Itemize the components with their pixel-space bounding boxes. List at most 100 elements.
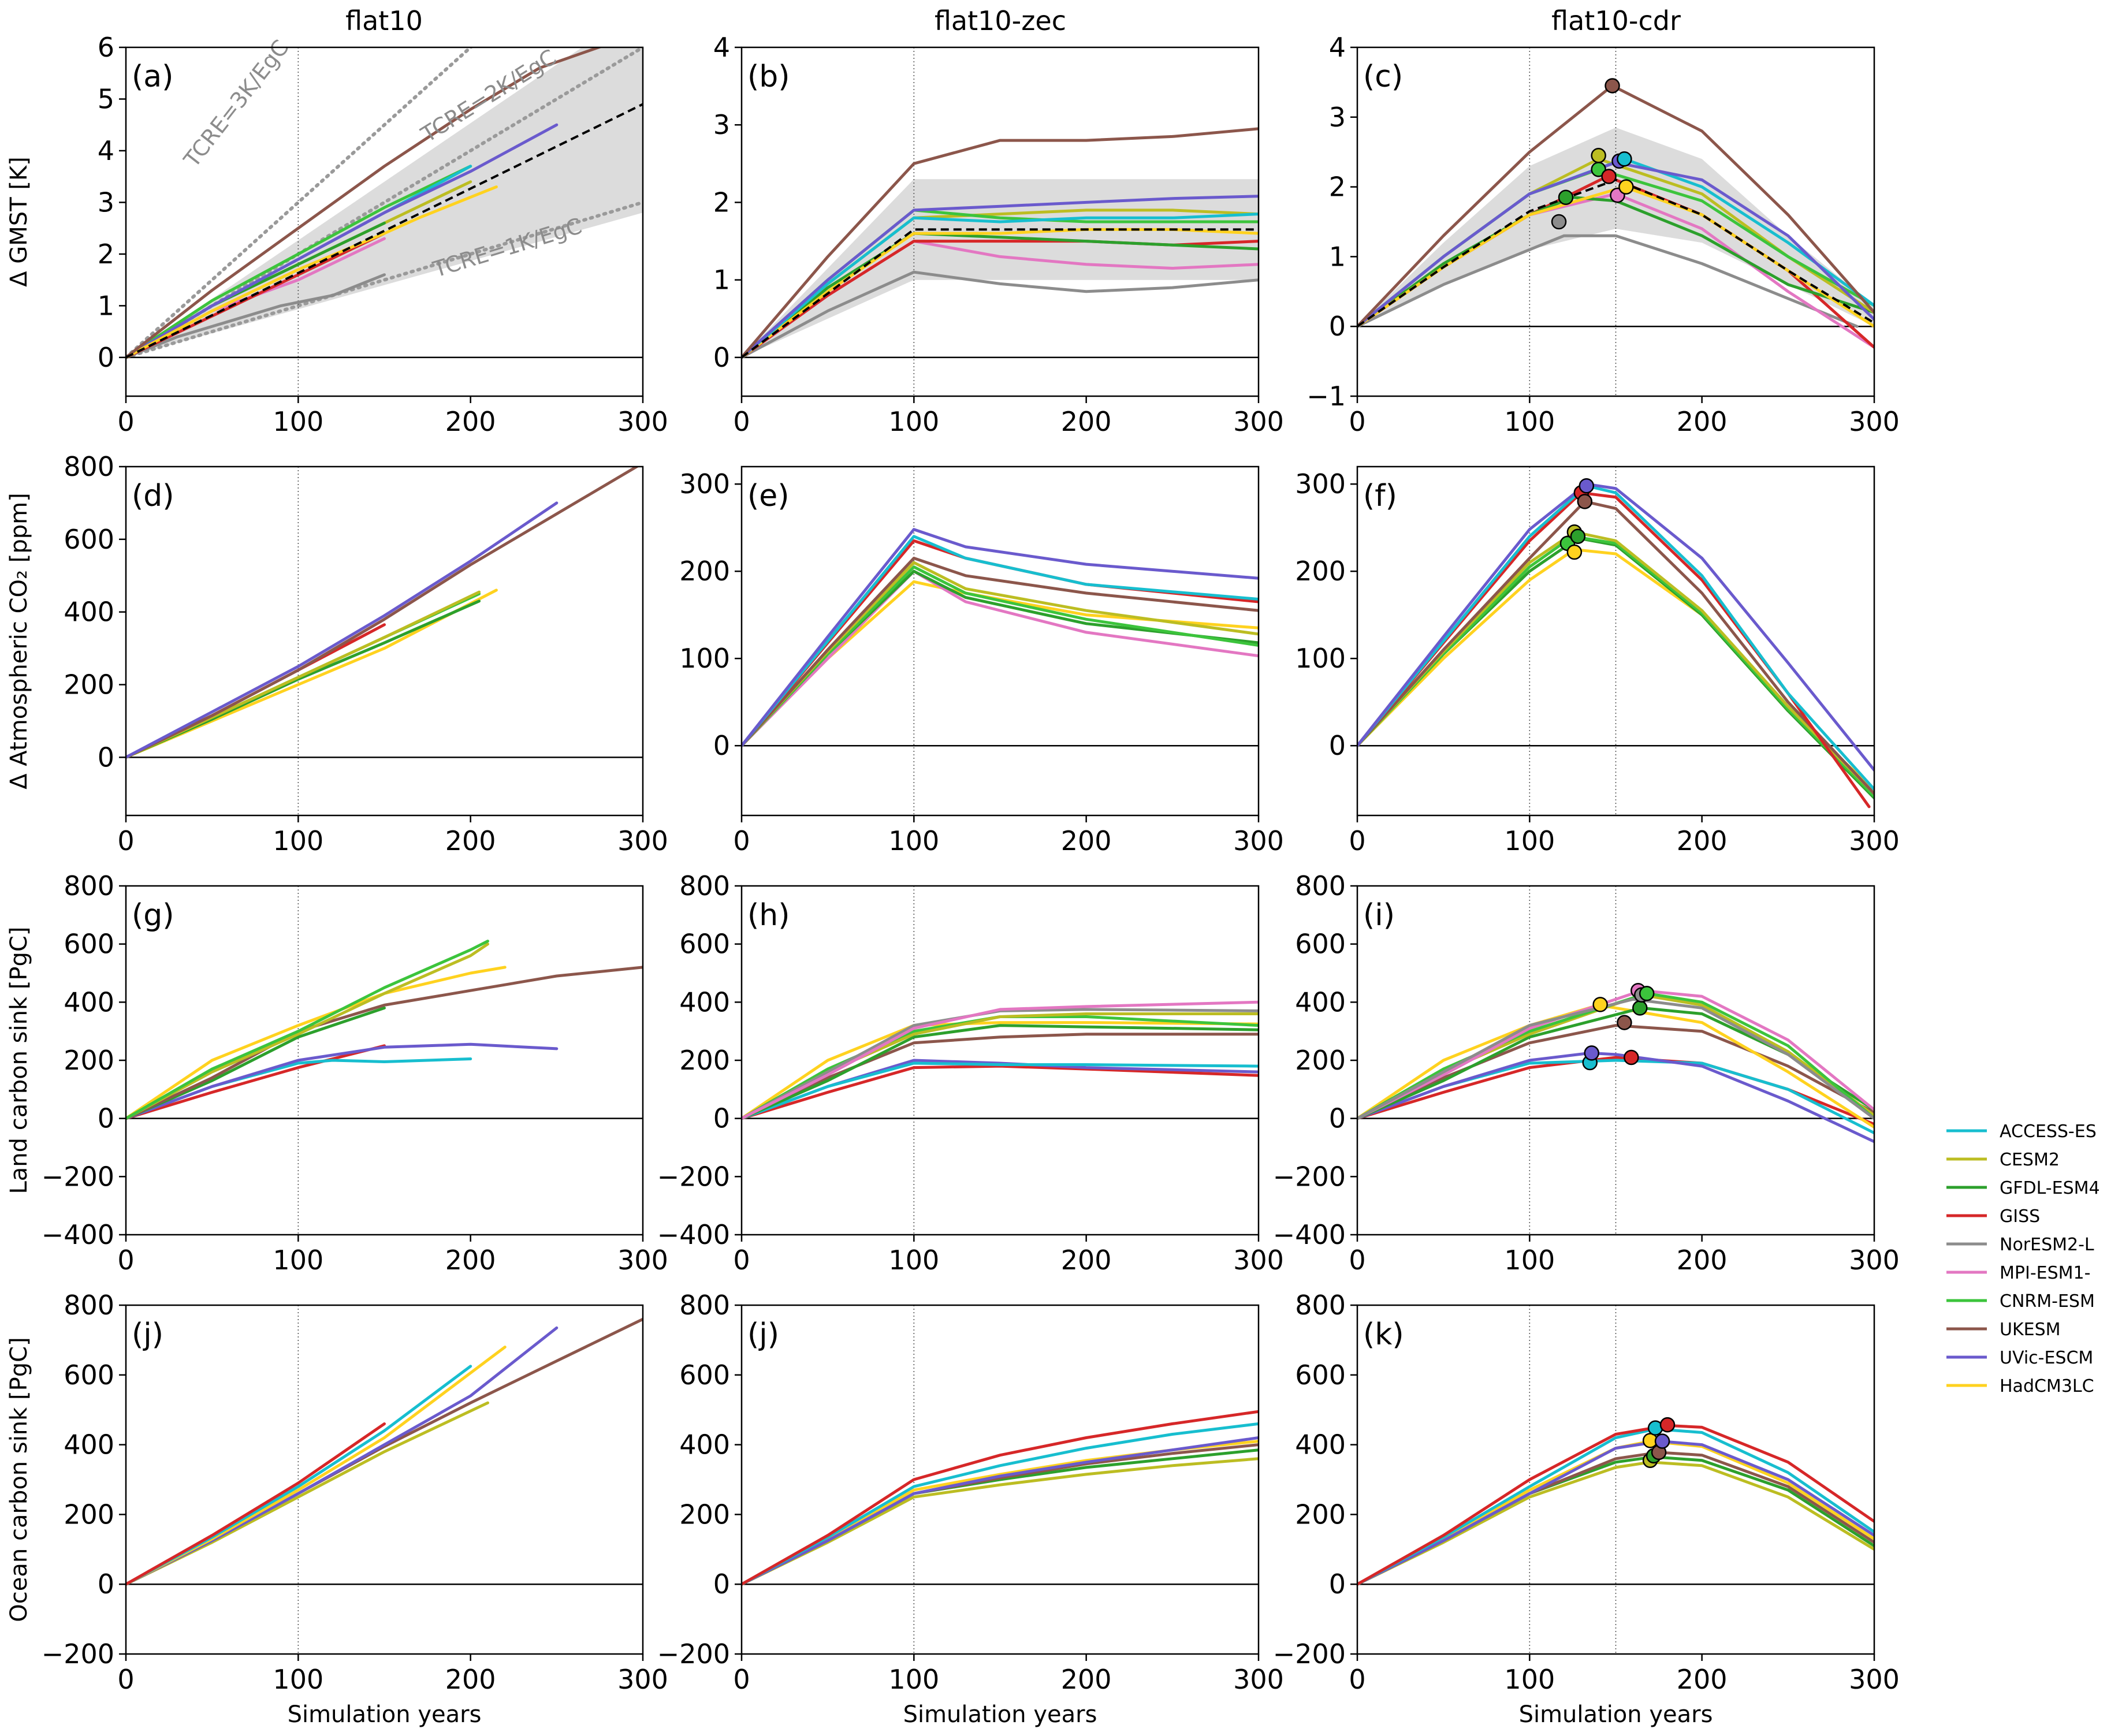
y-tick-label: 3 (98, 187, 114, 218)
panel-label: (d) (132, 479, 174, 513)
y-tick-label: 800 (64, 870, 114, 901)
series-line-hadcm3lc (126, 966, 507, 1120)
axes-frame (1356, 46, 1875, 397)
series-line-giss (126, 1044, 386, 1120)
series-line-gfdl-esm4 (742, 1448, 1259, 1586)
series-line-giss (126, 1422, 386, 1586)
y-tick-label: −200 (42, 1638, 114, 1670)
peak-marker-noresm2-lm (1551, 214, 1567, 230)
peak-marker-uvic-escm (1654, 1433, 1670, 1449)
series-line-gfdl-esm4 (742, 232, 1259, 359)
y-tick-label: 300 (1295, 468, 1346, 500)
peak-marker-uvic-escm (1584, 1045, 1599, 1061)
x-tick-label: 300 (617, 1245, 668, 1276)
y-tick-label: 200 (1295, 556, 1346, 587)
x-tick-label: 0 (1349, 406, 1365, 437)
legend-label: HadCM3LC (2000, 1376, 2094, 1396)
x-tick-label: 0 (733, 406, 750, 437)
y-tick-label: 0 (98, 1569, 114, 1600)
ensemble-mean-line (1357, 178, 1874, 327)
tcre-reference-line (126, 47, 474, 359)
x-tick-label: 300 (1233, 1664, 1284, 1695)
legend-label: UKESM (2000, 1320, 2061, 1340)
series-line-ukesm (1357, 500, 1874, 795)
peak-marker-uvic-escm (1579, 478, 1595, 494)
peak-marker-access-esm1-5 (1617, 151, 1632, 167)
panel-label: (j) (747, 1317, 779, 1352)
x-tick-label: 300 (1849, 1664, 1900, 1695)
y-tick-label: 0 (713, 342, 730, 373)
x-tick-label: 200 (445, 1245, 496, 1276)
series-line-access-esm1-5 (1357, 484, 1874, 791)
series-line-ukesm (1357, 1024, 1874, 1120)
series-line-noresm2-lm (742, 270, 1259, 359)
plot-area-j2 (742, 1305, 1259, 1654)
x-tick-label: 0 (733, 825, 750, 856)
x-tick-label: 300 (1233, 406, 1284, 437)
panel-label: (j) (132, 1317, 163, 1352)
peak-marker-hadcm3lc (1618, 179, 1634, 195)
x-tick-label: 300 (1233, 825, 1284, 856)
y-tick-label: 4 (1329, 32, 1346, 63)
panel-label: (a) (132, 59, 173, 94)
legend-label: NorESM2-L (2000, 1235, 2094, 1255)
y-tick-label: 200 (679, 556, 730, 587)
series-line-gfdl-esm4 (1357, 196, 1874, 328)
plot-area-c (1357, 47, 1874, 396)
y-tick-label: 200 (1295, 1499, 1346, 1530)
x-axis-label: Simulation years (288, 1701, 482, 1728)
y-tick-label: 400 (1295, 1429, 1346, 1461)
series-line-noresm2-lm (126, 273, 386, 359)
y-tick-label: 300 (679, 468, 730, 500)
y-tick-label: −400 (1273, 1219, 1346, 1250)
y-tick-label: 100 (679, 643, 730, 674)
series-line-cesm2 (1357, 530, 1874, 795)
peak-marker-ukesm (1577, 494, 1593, 509)
y-tick-label: 3 (1329, 102, 1346, 133)
panel-i: 0 100 200 300 −400 −200 0 200 400 600 800 (i) (1273, 870, 1900, 1276)
series-line-uvic-escm (742, 528, 1259, 747)
axes-frame (125, 46, 644, 397)
y-axis-label: Δ Atmospheric CO₂ [ppm] (6, 493, 32, 789)
peak-marker-giss (1659, 1417, 1676, 1433)
y-tick-label: 400 (64, 597, 114, 628)
panel-label: (g) (132, 898, 174, 933)
axes-frame (740, 46, 1260, 397)
y-tick-label: 1 (98, 290, 114, 321)
y-tick-label: 0 (713, 1103, 730, 1134)
series-line-mpi-esm1-2-lr (742, 1000, 1259, 1120)
x-tick-label: 200 (445, 406, 496, 437)
y-tick-label: −200 (657, 1638, 730, 1670)
y-tick-label: 600 (64, 1359, 114, 1391)
series-line-uvic-escm (742, 1436, 1259, 1586)
x-tick-label: 0 (1349, 1245, 1365, 1276)
peak-marker-gfdl-esm4 (1632, 1000, 1648, 1016)
y-tick-label: 800 (1295, 870, 1346, 901)
x-tick-label: 300 (1849, 825, 1900, 856)
x-tick-label: 100 (1504, 406, 1555, 437)
y-tick-label: 1 (1329, 241, 1346, 272)
uncertainty-band (742, 179, 1259, 357)
series-line-mpi-esm1-2-lr (742, 569, 1259, 747)
series-line-giss (742, 1410, 1259, 1586)
peak-marker-giss (1601, 169, 1617, 184)
y-tick-label: 0 (1329, 311, 1346, 342)
y-tick-label: 200 (679, 1045, 730, 1076)
y-tick-label: 200 (64, 1499, 114, 1530)
axes-frame (740, 885, 1260, 1236)
y-tick-label: 600 (64, 929, 114, 960)
y-tick-label: −200 (657, 1161, 730, 1192)
plot-area-a (126, 47, 643, 396)
x-tick-label: 200 (1677, 825, 1728, 856)
y-tick-label: 800 (679, 870, 730, 901)
x-tick-label: 200 (445, 825, 496, 856)
axes-frame (125, 465, 644, 817)
peak-marker-hadcm3lc (1592, 997, 1608, 1012)
peak-marker-gfdl-esm4 (1558, 189, 1574, 205)
y-tick-label: 400 (64, 1429, 114, 1461)
peak-marker-cnrm-esm2-1 (1639, 985, 1655, 1001)
y-tick-label: 3 (713, 109, 730, 140)
x-tick-label: 0 (117, 1245, 134, 1276)
